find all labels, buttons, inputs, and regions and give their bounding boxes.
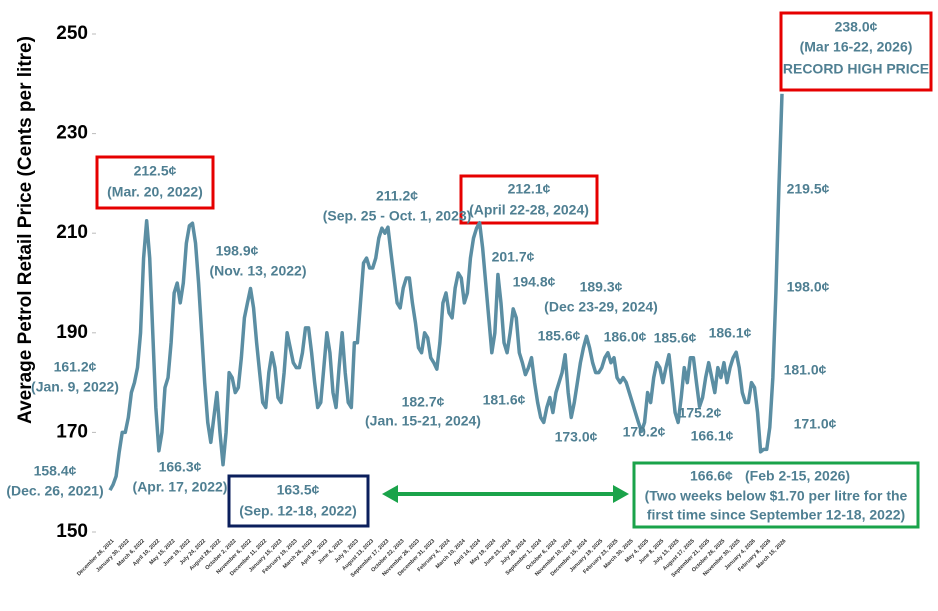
y-tick-label: 190 [56, 322, 88, 343]
data-label: 238.0¢ [835, 19, 878, 35]
highlight-box [95, 155, 215, 210]
double-arrow [382, 485, 629, 503]
data-label: 185.6¢ [538, 328, 581, 344]
annotation: (Dec. 26, 2021) [6, 483, 103, 499]
annotation: (Jan. 9, 2022) [31, 379, 119, 395]
annotation: (Two weeks below $1.70 per litre for the [645, 488, 908, 504]
annotation: (Nov. 13, 2022) [209, 263, 306, 279]
data-label: 171.0¢ [794, 416, 837, 432]
data-label: 182.7¢ [402, 394, 445, 410]
annotation: (Sep. 25 - Oct. 1, 2023) [323, 208, 472, 224]
data-label: 186.1¢ [709, 325, 752, 341]
data-label: 166.1¢ [691, 428, 734, 444]
annotation: (Mar 16-22, 2026) [800, 39, 913, 55]
annotation: RECORD HIGH PRICE [783, 61, 929, 77]
price-line [108, 93, 784, 492]
data-label: 186.0¢ [604, 329, 647, 345]
data-label: 212.5¢ [134, 163, 177, 179]
highlight-box [779, 11, 933, 92]
data-label: 181.0¢ [784, 362, 827, 378]
data-label: 198.9¢ [216, 243, 259, 259]
data-label: 166.3¢ [159, 459, 202, 475]
y-tick-label: 250 [56, 23, 88, 44]
data-label: 189.3¢ [580, 279, 623, 295]
annotation: (Feb 2-15, 2026) [745, 468, 850, 484]
annotation: (Dec 23-29, 2024) [544, 299, 658, 315]
annotation: (Jan. 15-21, 2024) [365, 413, 481, 429]
y-tick-label: 210 [56, 222, 88, 243]
annotation: (Sep. 12-18, 2022) [239, 503, 357, 519]
annotation: (Mar. 20, 2022) [107, 184, 203, 200]
data-label: 185.6¢ [654, 330, 697, 346]
annotation: (April 22-28, 2024) [469, 202, 589, 218]
y-tick-label: 170 [56, 421, 88, 442]
data-label: 212.1¢ [508, 181, 551, 197]
data-label: 170.2¢ [623, 424, 666, 440]
data-label: 158.4¢ [34, 463, 77, 479]
data-label: 194.8¢ [513, 274, 556, 290]
data-label: 173.0¢ [555, 429, 598, 445]
highlight-box [459, 174, 599, 225]
highlight-box [632, 461, 920, 529]
highlight-box [227, 474, 370, 528]
annotation: first time since September 12-18, 2022) [647, 507, 905, 523]
data-label: 175.2¢ [679, 405, 722, 421]
data-label: 211.2¢ [376, 188, 418, 204]
data-label: 201.7¢ [492, 249, 535, 265]
data-label: 198.0¢ [787, 279, 830, 295]
data-label: 166.6¢ [690, 468, 733, 484]
data-label: 161.2¢ [54, 359, 97, 375]
y-tick-label: 230 [56, 123, 88, 144]
y-axis-label: Average Petrol Retail Price (Cents per l… [15, 36, 36, 424]
data-label: 181.6¢ [483, 392, 526, 408]
annotation: (Apr. 17, 2022) [133, 479, 228, 495]
data-label: 163.5¢ [277, 482, 320, 498]
data-label: 219.5¢ [787, 181, 830, 197]
y-tick-label: 150 [56, 521, 88, 542]
